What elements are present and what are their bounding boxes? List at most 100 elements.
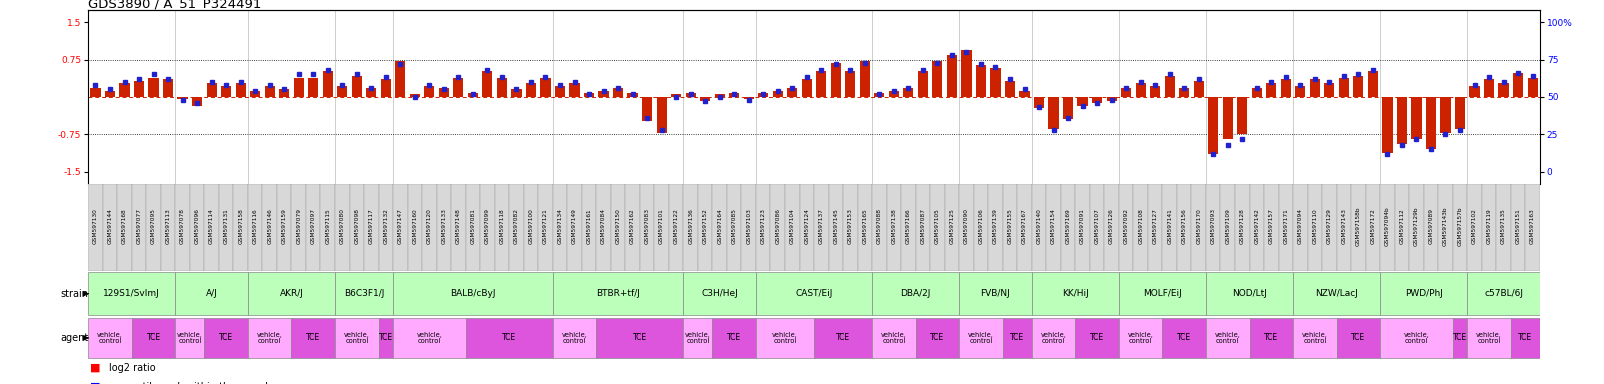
Bar	[1336, 184, 1351, 271]
Text: DBA/2J: DBA/2J	[900, 289, 930, 298]
Bar	[569, 83, 579, 97]
Text: GSM597113: GSM597113	[165, 208, 170, 244]
Text: vehicle,
control: vehicle, control	[98, 332, 124, 344]
Bar	[119, 83, 130, 97]
Bar	[1511, 184, 1525, 271]
Bar	[218, 184, 234, 271]
Bar	[1410, 184, 1424, 271]
Text: GSM597159: GSM597159	[282, 208, 287, 244]
Text: GSM597145: GSM597145	[834, 208, 839, 244]
Bar	[1120, 184, 1134, 271]
Bar	[1179, 88, 1189, 97]
Bar	[1365, 184, 1379, 271]
Text: NZW/LacJ: NZW/LacJ	[1315, 289, 1359, 298]
Bar	[917, 71, 929, 97]
Bar	[715, 94, 725, 97]
Bar	[802, 79, 812, 97]
Bar	[192, 97, 202, 106]
Bar	[425, 86, 435, 97]
Text: GSM597095: GSM597095	[151, 208, 156, 244]
Bar	[1424, 184, 1439, 271]
Text: vehicle,
control: vehicle, control	[685, 332, 711, 344]
Bar	[175, 318, 204, 358]
Bar	[1235, 184, 1250, 271]
Text: GSM597099: GSM597099	[484, 208, 489, 244]
Bar	[1280, 79, 1291, 97]
Bar	[1383, 97, 1392, 153]
Bar	[292, 184, 306, 271]
Bar	[916, 318, 959, 358]
Text: FVB/NJ: FVB/NJ	[980, 289, 1011, 298]
Bar	[321, 184, 335, 271]
Text: GSM597112: GSM597112	[1399, 208, 1405, 244]
Bar	[568, 184, 582, 271]
Bar	[294, 78, 303, 97]
Bar	[465, 318, 553, 358]
Bar	[1192, 184, 1206, 271]
Text: GDS3890 / A_51_P324491: GDS3890 / A_51_P324491	[88, 0, 261, 10]
Bar	[988, 184, 1002, 271]
Bar	[1453, 318, 1468, 358]
Bar	[1120, 318, 1163, 358]
Bar	[858, 184, 873, 271]
Text: TCE: TCE	[1091, 333, 1104, 343]
Bar	[813, 318, 873, 358]
Bar	[1379, 272, 1468, 315]
Text: TCE: TCE	[1519, 333, 1532, 343]
Bar	[494, 184, 508, 271]
Bar	[1307, 184, 1322, 271]
Bar	[959, 272, 1031, 315]
Bar	[132, 318, 175, 358]
Bar	[160, 184, 175, 271]
Bar	[1250, 184, 1264, 271]
Bar	[204, 318, 249, 358]
Bar	[831, 63, 840, 97]
Text: vehicle,
control: vehicle, control	[772, 332, 797, 344]
Bar	[88, 272, 175, 315]
Bar	[1031, 272, 1120, 315]
Bar	[379, 184, 393, 271]
Bar	[1455, 97, 1464, 129]
Bar	[1206, 184, 1221, 271]
Bar	[1293, 272, 1379, 315]
Text: GSM597170: GSM597170	[1197, 208, 1201, 244]
Text: GSM597140: GSM597140	[1036, 208, 1041, 244]
Text: 129S1/SvImJ: 129S1/SvImJ	[103, 289, 160, 298]
Bar	[699, 97, 711, 101]
Text: percentile rank within the sample: percentile rank within the sample	[109, 382, 274, 384]
Bar	[1497, 184, 1511, 271]
Text: BTBR+tf/J: BTBR+tf/J	[597, 289, 640, 298]
Text: KK/HiJ: KK/HiJ	[1062, 289, 1089, 298]
Text: GSM597089: GSM597089	[1429, 208, 1434, 244]
Text: MOLF/EiJ: MOLF/EiJ	[1144, 289, 1182, 298]
Text: vehicle,
control: vehicle, control	[561, 332, 587, 344]
Text: GSM597160: GSM597160	[412, 208, 417, 244]
Bar	[1136, 83, 1145, 97]
Bar	[407, 184, 422, 271]
Bar	[454, 78, 464, 97]
Bar	[1121, 88, 1131, 97]
Bar	[263, 184, 277, 271]
Bar	[1075, 318, 1120, 358]
Bar	[117, 184, 132, 271]
Text: GSM597119: GSM597119	[1487, 208, 1492, 244]
Text: GSM597077: GSM597077	[136, 208, 141, 244]
Bar	[1325, 83, 1335, 97]
Bar	[930, 184, 945, 271]
Bar	[1293, 318, 1336, 358]
Bar	[1527, 78, 1538, 97]
Bar	[422, 184, 436, 271]
Text: GSM597133: GSM597133	[441, 208, 446, 244]
Bar	[755, 184, 770, 271]
Bar	[379, 318, 393, 358]
Text: vehicle,
control: vehicle, control	[881, 332, 906, 344]
Bar	[1368, 71, 1378, 97]
Bar	[279, 89, 289, 97]
Bar	[683, 272, 755, 315]
Bar	[1469, 86, 1479, 97]
Text: GSM597094b: GSM597094b	[1384, 206, 1391, 246]
Bar	[1020, 91, 1030, 97]
Text: GSM597142: GSM597142	[1254, 208, 1259, 244]
Bar	[598, 91, 608, 97]
Bar	[669, 184, 683, 271]
